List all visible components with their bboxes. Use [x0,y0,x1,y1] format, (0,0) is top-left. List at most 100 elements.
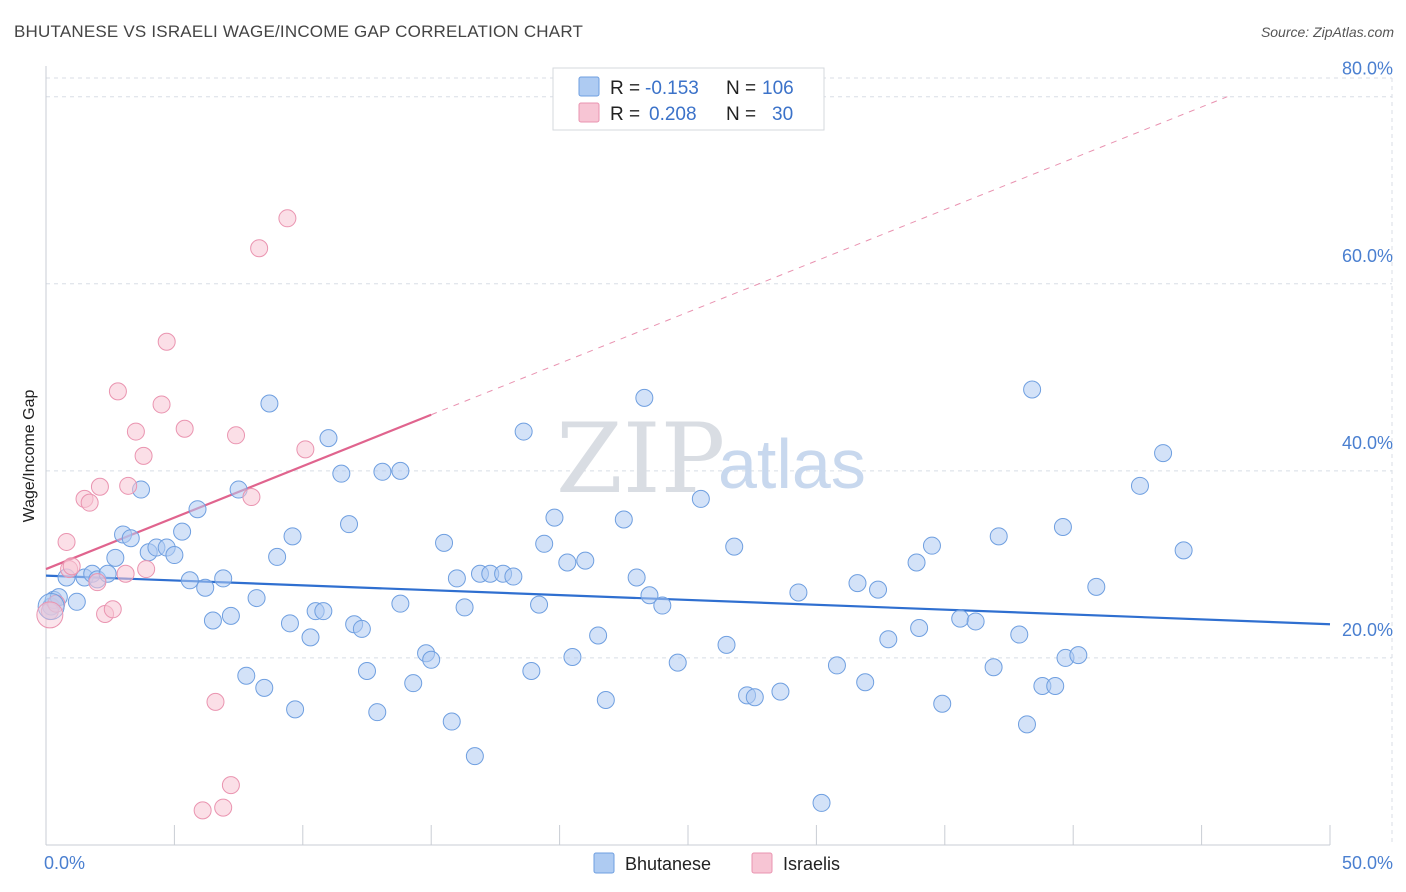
data-point-bhutanese [165,546,184,565]
watermark-atlas: atlas [718,425,866,503]
data-point-bhutanese [1010,625,1029,644]
data-point-bhutanese [442,712,461,731]
legend-n-value-2: 30 [772,104,793,125]
data-point-israelis [221,776,240,795]
data-point-bhutanese [504,567,523,586]
data-point-bhutanese [203,611,222,630]
bottom-legend-israelis: Israelis [783,854,840,874]
data-point-bhutanese [188,500,207,519]
data-point-bhutanese [640,586,659,605]
data-point-bhutanese [340,515,359,534]
y-tick-label: 40.0% [1342,433,1393,453]
data-point-bhutanese [545,508,564,527]
data-point-bhutanese [214,569,233,588]
data-point-bhutanese [771,682,790,701]
data-point-israelis [250,239,269,258]
data-point-israelis [137,560,156,579]
data-point-bhutanese [614,510,633,529]
data-point-bhutanese [422,650,441,669]
data-point-bhutanese [1017,715,1036,734]
data-point-israelis [278,209,297,228]
trend-line-bhutanese [45,574,1331,626]
data-point-bhutanese [668,653,687,672]
data-point-bhutanese [530,595,549,614]
data-point-bhutanese [180,571,199,590]
data-point-bhutanese [435,533,454,552]
axes [45,66,1331,846]
data-point-bhutanese [989,527,1008,546]
data-point-bhutanese [717,635,736,654]
data-point-bhutanese [922,536,941,555]
bottom-legend-bhutanese: Bhutanese [625,854,711,874]
data-point-bhutanese [221,606,240,625]
data-point-bhutanese [1174,541,1193,560]
data-point-bhutanese [237,666,256,685]
x-tick-label: 0.0% [44,853,85,873]
data-point-bhutanese [984,658,1003,677]
data-point-israelis [62,557,81,576]
data-point-bhutanese [391,461,410,480]
y-tick-label: 20.0% [1342,620,1393,640]
chart-title: BHUTANESE VS ISRAELI WAGE/INCOME GAP COR… [14,22,584,41]
data-point-bhutanese [319,429,338,448]
data-point-israelis [103,600,122,619]
data-points [36,209,1193,820]
y-axis-label: Wage/Income Gap [21,390,38,523]
legend-swatch-pink [578,102,600,123]
data-point-bhutanese [465,747,484,766]
legend-n-value-1: 106 [762,78,794,99]
data-point-israelis [242,488,261,507]
data-point-bhutanese [907,553,926,572]
legend-r-value-1: -0.153 [645,78,699,99]
data-point-bhutanese [280,614,299,633]
data-point-bhutanese [352,619,371,638]
bottom-legend-swatch-bhutanese [593,852,615,874]
data-point-israelis [152,395,171,414]
data-point-bhutanese [576,551,595,570]
data-point-bhutanese [332,464,351,483]
data-point-bhutanese [1130,476,1149,495]
data-point-israelis [80,493,99,512]
data-point-bhutanese [827,656,846,675]
source-credit: Source: ZipAtlas.com [1260,24,1394,40]
data-point-israelis [214,798,233,817]
data-point-israelis [108,382,127,401]
data-point-bhutanese [848,574,867,593]
legend-r-label-2: R = [610,104,640,125]
data-point-bhutanese [37,592,65,620]
data-point-israelis [116,564,135,583]
data-point-bhutanese [196,578,215,597]
data-point-bhutanese [558,553,577,572]
data-point-bhutanese [404,674,423,693]
data-point-bhutanese [879,630,898,649]
data-point-bhutanese [447,569,466,588]
data-point-bhutanese [255,678,274,697]
data-point-israelis [90,477,109,496]
data-point-bhutanese [455,598,474,617]
data-point-bhutanese [522,662,541,681]
data-point-bhutanese [691,489,710,508]
data-point-bhutanese [951,609,970,628]
data-point-bhutanese [368,703,387,722]
data-point-bhutanese [563,647,582,666]
data-point-bhutanese [1154,444,1173,463]
data-point-israelis [193,801,212,820]
data-point-bhutanese [301,628,320,647]
data-point-bhutanese [514,422,533,441]
trend-lines [45,96,1331,626]
data-point-bhutanese [286,700,305,719]
data-point-bhutanese [789,583,808,602]
tick-labels: 20.0% 40.0% 60.0% 80.0% 0.0% 50.0% [44,59,1393,873]
data-point-israelis [206,692,225,711]
trend-line-israelis-extended [431,96,1228,416]
data-point-bhutanese [589,626,608,645]
data-point-israelis [57,532,76,551]
y-tick-label: 60.0% [1342,246,1393,266]
data-point-bhutanese [283,527,302,546]
data-point-bhutanese [106,548,125,567]
data-point-bhutanese [635,388,654,407]
data-point-bhutanese [856,673,875,692]
bottom-legend: Bhutanese Israelis [593,852,840,874]
data-point-bhutanese [596,691,615,710]
